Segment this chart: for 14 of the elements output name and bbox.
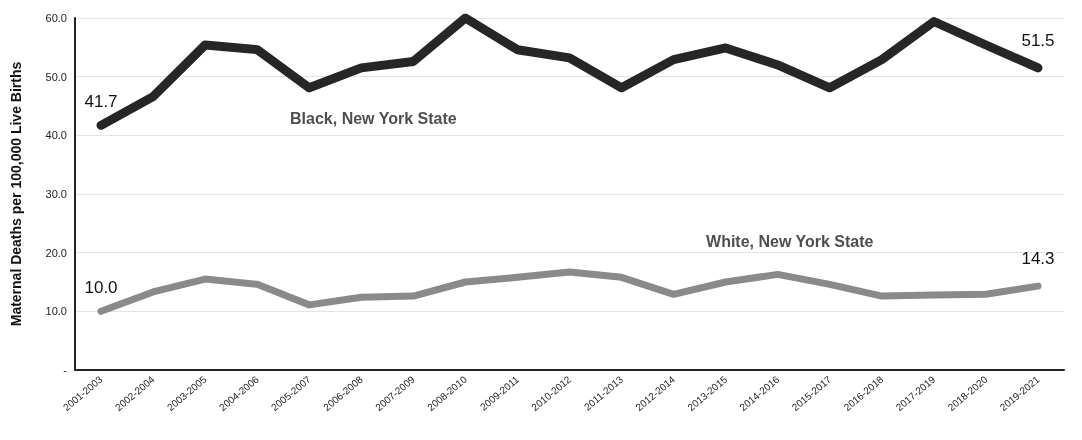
data-label: 14.3 (1021, 249, 1055, 269)
data-label: 10.0 (84, 278, 118, 298)
y-tick-label: 10.0 (45, 305, 67, 318)
y-tick-label: 30.0 (45, 188, 67, 200)
y-tick-label: 50.0 (45, 70, 67, 83)
data-label: 51.5 (1021, 30, 1055, 50)
text: White, New York State (706, 232, 874, 250)
y-tick-label: 20.0 (45, 246, 67, 259)
data-label: 41.7 (84, 92, 118, 112)
y-tick-label: 60.0 (45, 12, 67, 24)
y-tick-label: 40.0 (45, 129, 67, 142)
y-axis-title: Maternal Deaths per 100,000 Live Births (8, 61, 24, 327)
y-tick-label: - (63, 364, 68, 376)
series-label: Black, New York State (290, 109, 457, 127)
